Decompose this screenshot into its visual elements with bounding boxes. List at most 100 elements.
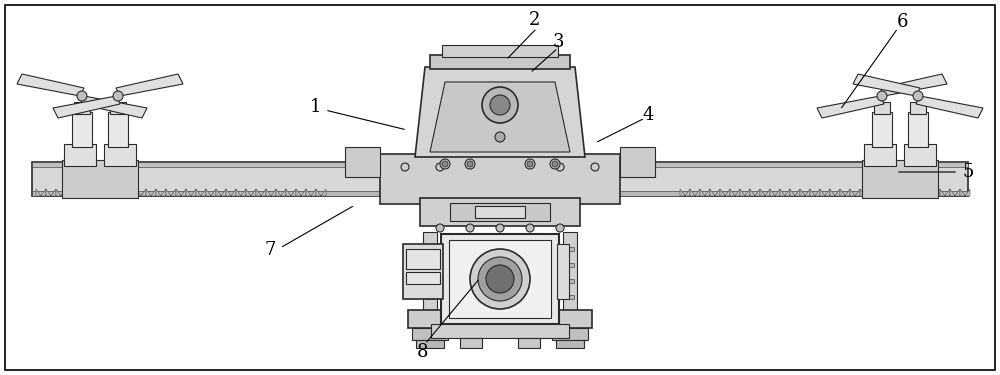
Polygon shape bbox=[460, 189, 470, 196]
Text: 5: 5 bbox=[962, 163, 974, 181]
Polygon shape bbox=[146, 189, 156, 196]
Polygon shape bbox=[780, 189, 790, 196]
Polygon shape bbox=[810, 189, 820, 196]
Bar bbox=[426, 295, 434, 299]
Polygon shape bbox=[176, 189, 186, 196]
Bar bbox=[423, 232, 437, 310]
Polygon shape bbox=[840, 189, 850, 196]
Polygon shape bbox=[570, 189, 580, 196]
Polygon shape bbox=[770, 189, 780, 196]
Bar bbox=[426, 247, 434, 251]
Polygon shape bbox=[410, 189, 420, 196]
Bar bbox=[566, 263, 574, 267]
Polygon shape bbox=[66, 189, 76, 196]
Polygon shape bbox=[96, 189, 106, 196]
Polygon shape bbox=[690, 189, 700, 196]
Polygon shape bbox=[216, 189, 226, 196]
Bar bbox=[345, 147, 380, 177]
Polygon shape bbox=[730, 189, 740, 196]
Circle shape bbox=[527, 161, 533, 167]
Circle shape bbox=[486, 265, 514, 293]
Polygon shape bbox=[853, 74, 920, 96]
Polygon shape bbox=[920, 189, 930, 196]
Polygon shape bbox=[700, 189, 710, 196]
Polygon shape bbox=[276, 189, 286, 196]
Bar bbox=[441, 234, 559, 324]
Bar bbox=[32, 162, 968, 196]
Bar bbox=[548, 310, 592, 328]
Text: 1: 1 bbox=[309, 98, 321, 116]
Polygon shape bbox=[156, 189, 166, 196]
Bar bbox=[450, 203, 550, 221]
Circle shape bbox=[436, 163, 444, 171]
Polygon shape bbox=[136, 189, 146, 196]
Circle shape bbox=[525, 159, 535, 169]
Circle shape bbox=[436, 224, 444, 232]
Polygon shape bbox=[380, 189, 390, 196]
Text: 4: 4 bbox=[642, 106, 654, 124]
Bar bbox=[566, 247, 574, 251]
Polygon shape bbox=[550, 189, 560, 196]
Bar bbox=[460, 338, 482, 348]
Polygon shape bbox=[960, 189, 970, 196]
Polygon shape bbox=[940, 189, 950, 196]
Bar bbox=[426, 263, 434, 267]
Polygon shape bbox=[126, 189, 136, 196]
Polygon shape bbox=[46, 189, 56, 196]
Circle shape bbox=[442, 161, 448, 167]
Polygon shape bbox=[710, 189, 720, 196]
Text: 7: 7 bbox=[264, 241, 276, 259]
Bar bbox=[475, 206, 525, 218]
Polygon shape bbox=[166, 189, 176, 196]
Polygon shape bbox=[900, 189, 910, 196]
Bar bbox=[32, 162, 968, 167]
Circle shape bbox=[77, 91, 87, 101]
Circle shape bbox=[526, 224, 534, 232]
Polygon shape bbox=[420, 189, 430, 196]
Bar bbox=[862, 160, 938, 198]
Bar bbox=[904, 144, 936, 166]
Polygon shape bbox=[296, 189, 306, 196]
Bar bbox=[64, 144, 96, 166]
Text: 3: 3 bbox=[552, 33, 564, 51]
Circle shape bbox=[496, 224, 504, 232]
Bar bbox=[864, 144, 896, 166]
Bar bbox=[874, 102, 890, 114]
Polygon shape bbox=[950, 189, 960, 196]
Circle shape bbox=[552, 161, 558, 167]
Bar bbox=[563, 232, 577, 310]
Circle shape bbox=[470, 249, 530, 309]
Polygon shape bbox=[930, 189, 940, 196]
Circle shape bbox=[556, 163, 564, 171]
Polygon shape bbox=[316, 189, 326, 196]
Polygon shape bbox=[17, 74, 84, 96]
Bar bbox=[910, 102, 926, 114]
Polygon shape bbox=[116, 189, 126, 196]
Polygon shape bbox=[470, 189, 480, 196]
Bar bbox=[518, 338, 540, 348]
Bar bbox=[557, 244, 569, 299]
Bar bbox=[412, 328, 448, 340]
Polygon shape bbox=[186, 189, 196, 196]
Polygon shape bbox=[680, 189, 690, 196]
Polygon shape bbox=[910, 189, 920, 196]
Circle shape bbox=[440, 159, 450, 169]
Bar bbox=[442, 45, 558, 57]
Polygon shape bbox=[53, 96, 120, 118]
Text: 8: 8 bbox=[416, 343, 428, 361]
Bar bbox=[32, 191, 968, 196]
Polygon shape bbox=[720, 189, 730, 196]
Polygon shape bbox=[56, 189, 66, 196]
Bar bbox=[420, 198, 580, 226]
Bar bbox=[62, 160, 138, 198]
Polygon shape bbox=[430, 82, 570, 152]
Bar bbox=[104, 144, 136, 166]
Polygon shape bbox=[540, 189, 550, 196]
Polygon shape bbox=[520, 189, 530, 196]
Polygon shape bbox=[880, 74, 947, 96]
Circle shape bbox=[467, 161, 473, 167]
Polygon shape bbox=[236, 189, 246, 196]
Polygon shape bbox=[206, 189, 216, 196]
Bar bbox=[416, 340, 444, 348]
Polygon shape bbox=[415, 67, 585, 157]
